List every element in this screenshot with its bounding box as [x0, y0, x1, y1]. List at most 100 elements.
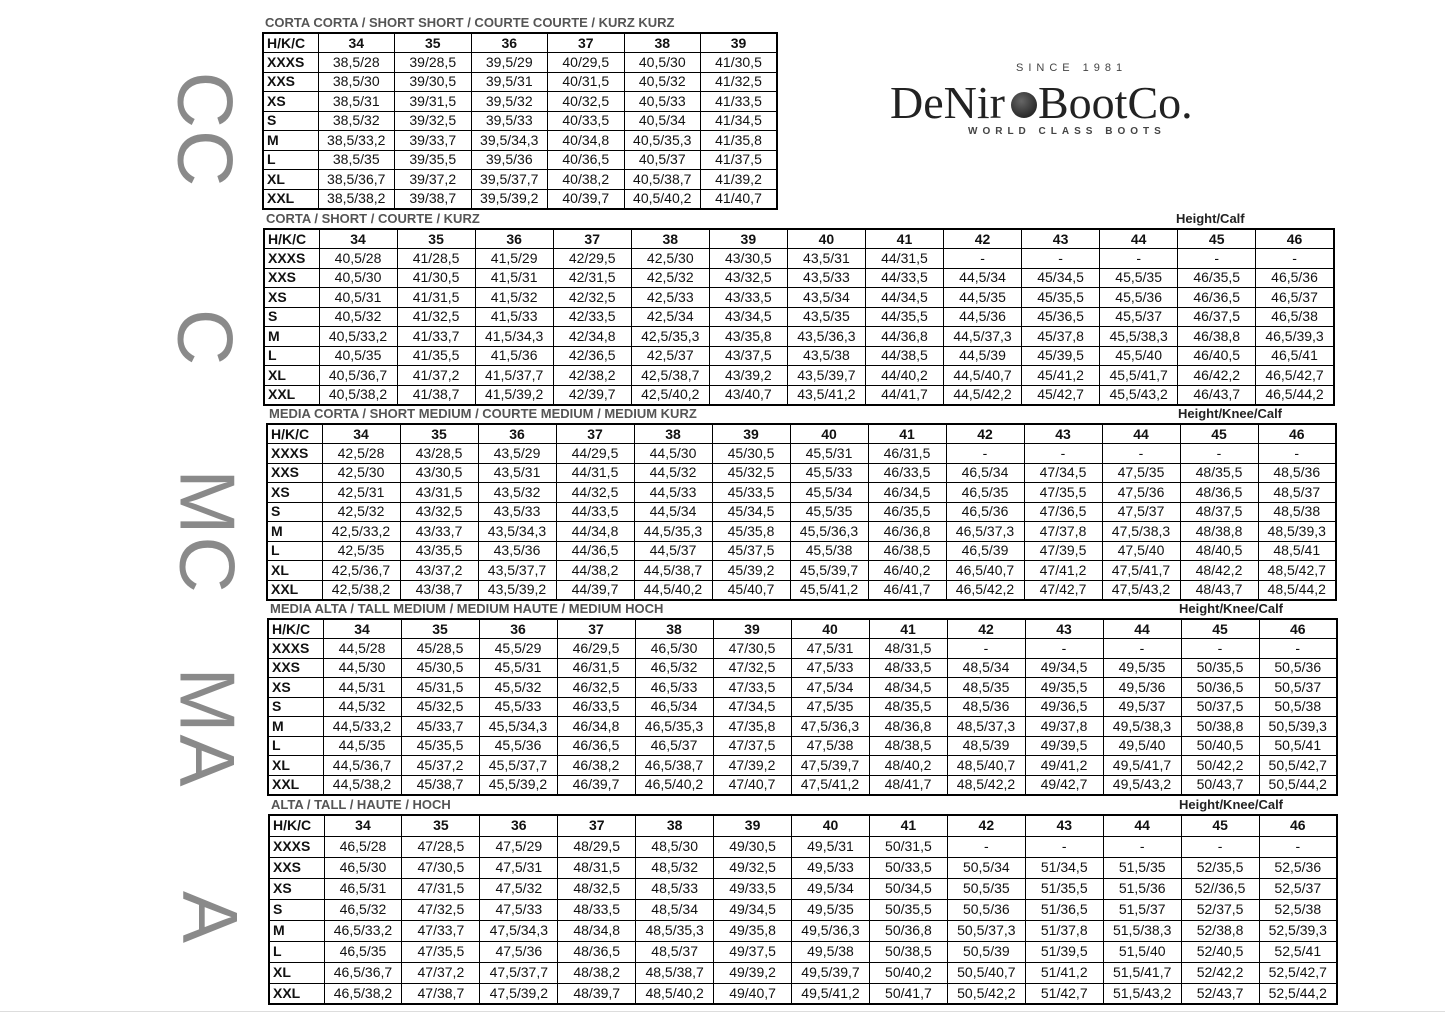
table-cell: 46,5/44,2 [1255, 384, 1335, 405]
table-cell: 49/34,5 [1024, 657, 1104, 678]
table-cell: 47,5/37,7 [479, 961, 559, 984]
table-cell: 49/30,5 [713, 835, 793, 858]
table-row: XXXS 46,5/28 47/28,5 47,5/29 48/29,5 48,5/30 4… [268, 835, 1338, 858]
table-cell: 47,5/34,3 [479, 919, 559, 942]
table-cell: 43/31,5 [399, 482, 479, 503]
table-row: XXL 40,5/38,2 41/38,7 41,5/39,2 42/39,7 42,5/… [263, 384, 1335, 405]
header-cell: 35 [401, 814, 481, 837]
header-cell: 46 [1258, 618, 1338, 639]
table-cell: 44,5/40,7 [942, 365, 1023, 386]
size-table: H/K/C 34 35 36 37 38 39 40 41 42 43 44 45 46 XXXS 44,5/… [267, 618, 1338, 796]
size-label: XXXS [263, 248, 320, 269]
table-cell: 50,5/38 [1258, 696, 1338, 717]
header-cell: 40 [791, 814, 870, 837]
table-cell: 45,5/29 [478, 638, 558, 659]
table-cell: 44,5/31 [322, 677, 402, 698]
table-cell: 45,5/39,2 [478, 774, 558, 795]
table-cell: 46/38,2 [556, 755, 636, 776]
table-cell: 47,5/39,2 [479, 982, 559, 1005]
table-cell: - [1099, 248, 1179, 269]
table-cell: 48/43,7 [1179, 579, 1259, 600]
table-cell: 46/42,2 [1177, 365, 1257, 386]
table-row: M 46,5/33,2 47/33,7 47,5/34,3 48/34,8 48,5/35… [268, 919, 1338, 942]
header-label: H/K/C [263, 228, 320, 249]
table-row: S 40,5/32 41/32,5 41,5/33 42/33,5 42,5/34 43/3… [263, 306, 1335, 327]
table-cell: 40/39,7 [547, 188, 625, 209]
table-cell: 43,5/36,3 [786, 326, 866, 347]
table-cell: 49,5/43,2 [1102, 774, 1182, 795]
size-label: S [263, 306, 320, 327]
table-cell: 46,5/37 [1255, 287, 1335, 308]
table-cell: 48,5/39 [946, 735, 1026, 756]
table-cell: 44,5/36 [942, 306, 1023, 327]
table-cell: 43/32,5 [708, 267, 788, 288]
table-cell: 50/42,2 [1180, 755, 1260, 776]
table-cell: 50/38,5 [868, 940, 948, 963]
table-cell: 49/42,7 [1024, 774, 1104, 795]
table-cell: 39/38,7 [394, 188, 472, 209]
table-cell: 42,5/34 [630, 306, 710, 327]
header-cell: 39 [708, 228, 788, 249]
table-cell: 42,5/30 [321, 462, 401, 483]
table-cell: 44,5/32 [322, 696, 402, 717]
table-cell: 41/32,5 [396, 306, 476, 327]
table-cell: 39/31,5 [394, 91, 472, 112]
section-note: Height/Knee/Calf [1178, 406, 1283, 421]
table-cell: 45/35,5 [400, 735, 480, 756]
size-label: XXS [262, 71, 319, 92]
table-cell: 44,5/39 [942, 345, 1023, 366]
header-row: H/K/C 34 35 36 37 38 39 40 41 42 43 44 45 46 [268, 814, 1338, 837]
table-cell: 47/32,5 [401, 898, 481, 921]
table-cell: 43,5/31 [477, 462, 557, 483]
table-cell: 39/28,5 [394, 52, 472, 73]
table-cell: 49/35,8 [713, 919, 793, 942]
table-cell: 47/39,5 [1023, 540, 1103, 561]
header-cell: 34 [317, 32, 395, 53]
table-cell: 39/35,5 [394, 149, 472, 170]
table-cell: 50,5/44,2 [1258, 774, 1338, 795]
table-cell: 45/37,2 [400, 755, 480, 776]
table-cell: 42,5/37 [630, 345, 710, 366]
size-label: L [266, 540, 323, 561]
table-cell: 39,5/36 [470, 149, 548, 170]
table-cell: 42,5/33 [630, 287, 710, 308]
section-note: Height/Calf [1176, 211, 1245, 226]
table-cell: 48/40,5 [1179, 540, 1259, 561]
table-cell: 41,5/31 [474, 267, 554, 288]
table-row: XXL 44,5/38,2 45/38,7 45,5/39,2 46/39,7 46,5/… [267, 774, 1338, 795]
table-cell: 44/39,7 [555, 579, 635, 600]
table-cell: 44,5/36,7 [322, 755, 402, 776]
table-cell: 41/32,5 [700, 71, 778, 92]
table-cell: 46/36,5 [556, 735, 636, 756]
table-cell: 44/41,7 [864, 384, 945, 405]
table-cell: - [1024, 835, 1104, 858]
table-cell: 49/39,2 [713, 961, 793, 984]
table-cell: 40,5/31 [318, 287, 398, 308]
table-cell: 45/37,5 [711, 540, 791, 561]
table-cell: 46/36,5 [1177, 287, 1257, 308]
table-cell: 40,5/32 [623, 71, 701, 92]
table-cell: 52/38,8 [1180, 919, 1260, 942]
table-cell: 46/40,2 [867, 560, 947, 581]
table-row: M 42,5/33,2 43/33,7 43,5/34,3 44/34,8 44,5/35… [266, 521, 1337, 542]
table-cell: 49/34,5 [713, 898, 793, 921]
table-cell: 41/38,7 [396, 384, 476, 405]
table-cell: 45/35,8 [711, 521, 791, 542]
table-cell: 46,5/31 [323, 877, 403, 900]
header-cell: 46 [1258, 814, 1338, 837]
table-cell: 46,5/33 [634, 677, 714, 698]
table-cell: 48/36,5 [1179, 482, 1259, 503]
table-cell: 48,5/44,2 [1257, 579, 1337, 600]
table-cell: 40,5/30 [318, 267, 398, 288]
table-cell: 46/34,5 [867, 482, 947, 503]
header-cell: 37 [552, 228, 632, 249]
table-cell: 48/38,8 [1179, 521, 1259, 542]
logo: SINCE 1981 DeNir BootCo. WORLD CLASS BOO… [888, 62, 1248, 142]
table-cell: 47,5/43,2 [1101, 579, 1181, 600]
header-cell: 38 [623, 32, 701, 53]
table-cell: 40/34,8 [547, 130, 625, 151]
table-cell: 47,5/34 [790, 677, 870, 698]
section-note: Height/Knee/Calf [1179, 797, 1284, 812]
table-cell: 46,5/36 [945, 501, 1025, 522]
table-cell: 48,5/40,2 [635, 982, 715, 1005]
